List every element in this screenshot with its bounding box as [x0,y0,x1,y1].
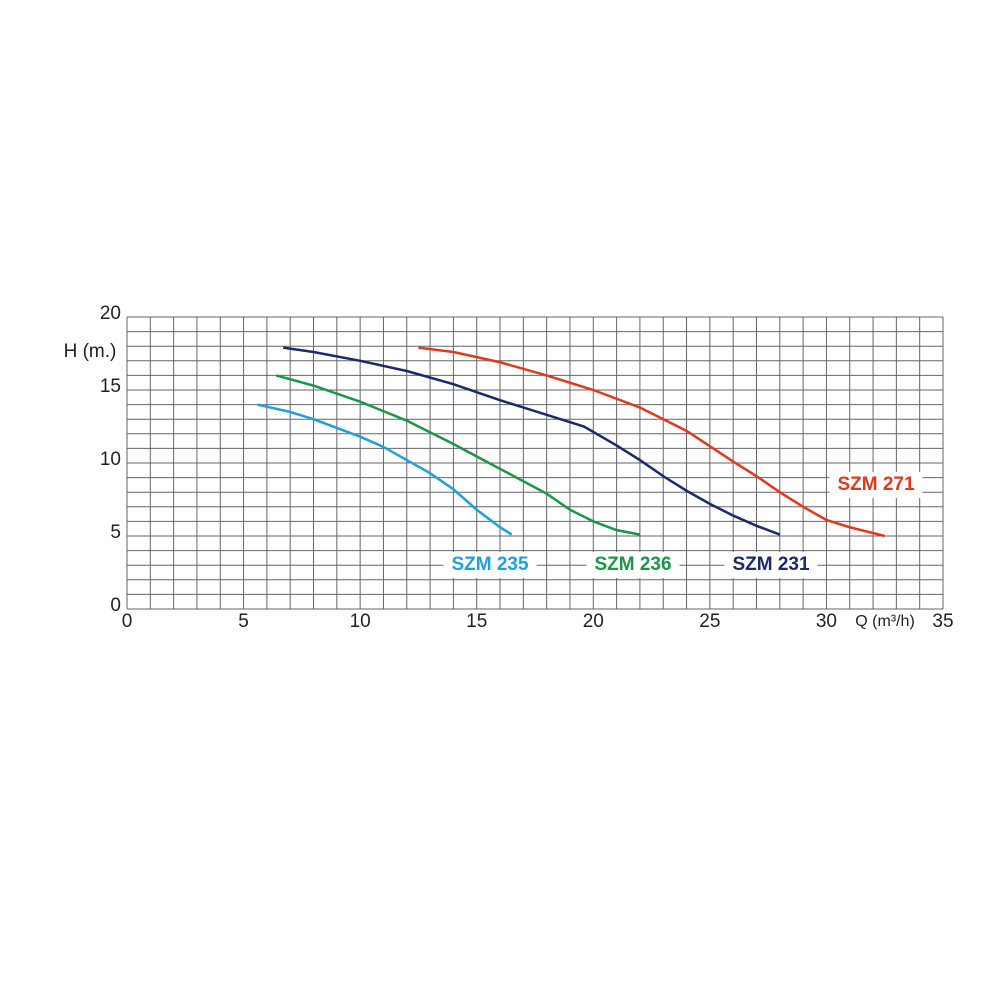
series-label: SZM 231 [732,554,810,575]
curve [283,346,781,536]
x-tick-label: 5 [238,611,249,632]
curve [418,346,886,538]
x-axis-label: Q (m³/h) [855,613,915,630]
y-tick-label: 0 [110,595,121,616]
x-tick-label: 35 [932,611,953,632]
y-tick-label: 20 [100,303,121,324]
label-background [443,552,537,578]
x-tick-label: 10 [350,611,371,632]
y-tick-label: 15 [100,376,121,397]
y-axis-label: H (m.) [64,341,117,362]
label-background [724,552,818,578]
series-label: SZM 235 [451,554,529,575]
y-tick-label: 5 [110,522,121,543]
label-background [829,472,923,498]
y-tick-label: 10 [100,449,121,470]
x-tick-label: 30 [816,611,837,632]
curve [257,403,513,536]
x-tick-label: 15 [466,611,487,632]
x-tick-label: 0 [122,611,133,632]
x-tick-label: 20 [583,611,604,632]
label-background [586,552,680,578]
series-label: SZM 236 [594,554,671,575]
x-tick-label: 25 [699,611,720,632]
series-label: SZM 271 [837,474,915,495]
curve [275,374,641,536]
